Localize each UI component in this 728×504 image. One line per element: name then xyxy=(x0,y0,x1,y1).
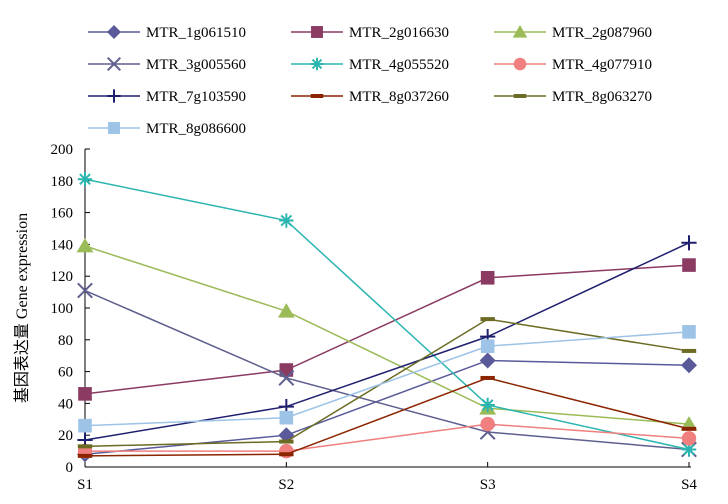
data-point xyxy=(681,235,697,251)
series-MTR_8g063270 xyxy=(77,317,697,449)
series-line xyxy=(84,178,690,451)
data-point xyxy=(77,282,93,299)
legend-marker xyxy=(310,57,324,71)
data-point xyxy=(279,410,294,425)
series-line xyxy=(84,318,690,448)
y-axis-label: 基因表达量 Gene expression xyxy=(13,213,31,403)
data-point xyxy=(279,439,294,444)
legend-item: MTR_8g086600 xyxy=(88,121,246,137)
series-MTR_4g077910 xyxy=(77,416,697,459)
data-point xyxy=(76,237,94,253)
data-point xyxy=(480,375,495,380)
data-point xyxy=(279,452,294,457)
legend-marker xyxy=(106,56,122,72)
series-line xyxy=(84,264,690,395)
x-tick-label: S1 xyxy=(77,477,93,493)
y-tick-label: 80 xyxy=(58,333,73,349)
data-point xyxy=(78,418,92,433)
legend-item: MTR_1g061510 xyxy=(88,25,246,41)
series-MTR_4g055520 xyxy=(77,172,697,457)
series-line xyxy=(84,331,690,427)
x-tick-label: S3 xyxy=(480,477,496,493)
data-point xyxy=(681,426,697,431)
legend-marker xyxy=(310,94,324,98)
x-tick-label: S2 xyxy=(278,477,294,493)
y-tick-label: 100 xyxy=(51,301,74,317)
legend-label: MTR_8g086600 xyxy=(146,121,246,137)
legend-marker xyxy=(311,26,323,38)
y-tick-label: 200 xyxy=(51,142,74,158)
y-tick-label: 0 xyxy=(66,460,74,476)
data-point xyxy=(479,352,496,369)
y-tick-label: 20 xyxy=(58,428,73,444)
legend-label: MTR_7g103590 xyxy=(146,89,246,105)
legend-marker xyxy=(513,94,527,98)
legend-item: MTR_7g103590 xyxy=(88,89,246,105)
data-point xyxy=(681,442,697,457)
legend-label: MTR_8g063270 xyxy=(552,89,652,105)
series-MTR_2g087960 xyxy=(76,237,698,431)
series-line xyxy=(84,359,690,456)
data-point xyxy=(279,213,294,228)
legend-item: MTR_2g016630 xyxy=(291,25,449,41)
data-point xyxy=(681,357,697,374)
data-point xyxy=(278,370,295,386)
legend-label: MTR_4g077910 xyxy=(552,57,652,73)
y-tick-label: 140 xyxy=(51,237,74,253)
data-point xyxy=(279,363,294,377)
legend-item: MTR_4g077910 xyxy=(494,57,652,73)
data-point xyxy=(77,172,93,187)
series-line xyxy=(84,289,690,451)
legend-marker xyxy=(108,122,120,134)
data-point xyxy=(681,348,697,353)
legend-label: MTR_2g087960 xyxy=(552,25,652,41)
legend-marker xyxy=(107,89,121,103)
legend: MTR_1g061510 MTR_2g016630 MTR_2g087960 MTR_… xyxy=(88,25,652,137)
legend-label: MTR_4g055520 xyxy=(349,57,449,73)
data-point xyxy=(77,453,93,458)
axes: 0 20 40 60 80 100 120 140 160 180 200 S1 S2 S3 S4 xyxy=(51,142,698,493)
legend-label: MTR_2g016630 xyxy=(349,25,449,41)
data-point xyxy=(480,339,495,353)
series-line xyxy=(84,242,690,441)
y-tick-label: 180 xyxy=(51,174,74,190)
data-point xyxy=(480,270,495,285)
legend-label: MTR_1g061510 xyxy=(146,25,246,41)
legend-item: MTR_4g055520 xyxy=(291,57,449,73)
data-point xyxy=(480,416,495,432)
legend-label: MTR_8g037260 xyxy=(349,89,449,105)
series-line xyxy=(85,423,690,452)
legend-marker xyxy=(107,25,121,39)
legend-item: MTR_3g005560 xyxy=(88,56,246,73)
legend-item: MTR_8g063270 xyxy=(494,89,652,105)
data-point xyxy=(277,303,295,318)
legend-marker xyxy=(513,57,527,71)
legend-item: MTR_8g037260 xyxy=(291,89,449,105)
y-tick-label: 40 xyxy=(58,396,73,412)
plot-area xyxy=(76,172,698,463)
y-tick-label: 160 xyxy=(51,206,74,222)
series-line xyxy=(84,245,690,425)
data-point xyxy=(77,444,93,449)
data-point xyxy=(682,325,696,339)
y-tick-label: 60 xyxy=(58,365,73,381)
series-MTR_2g016630 xyxy=(78,258,696,401)
y-tick-label: 120 xyxy=(51,269,74,285)
data-point xyxy=(480,397,495,413)
legend-item: MTR_2g087960 xyxy=(494,25,652,41)
data-point xyxy=(681,431,697,446)
series-line xyxy=(84,377,690,457)
data-point xyxy=(78,387,92,401)
legend-label: MTR_3g005560 xyxy=(146,57,246,73)
data-point xyxy=(480,317,495,322)
data-point xyxy=(682,258,696,272)
series-MTR_8g086600 xyxy=(78,325,696,433)
x-tick-label: S4 xyxy=(681,477,697,493)
legend-marker xyxy=(512,25,528,38)
series-MTR_1g061510 xyxy=(77,352,697,463)
series-MTR_8g037260 xyxy=(77,375,697,458)
